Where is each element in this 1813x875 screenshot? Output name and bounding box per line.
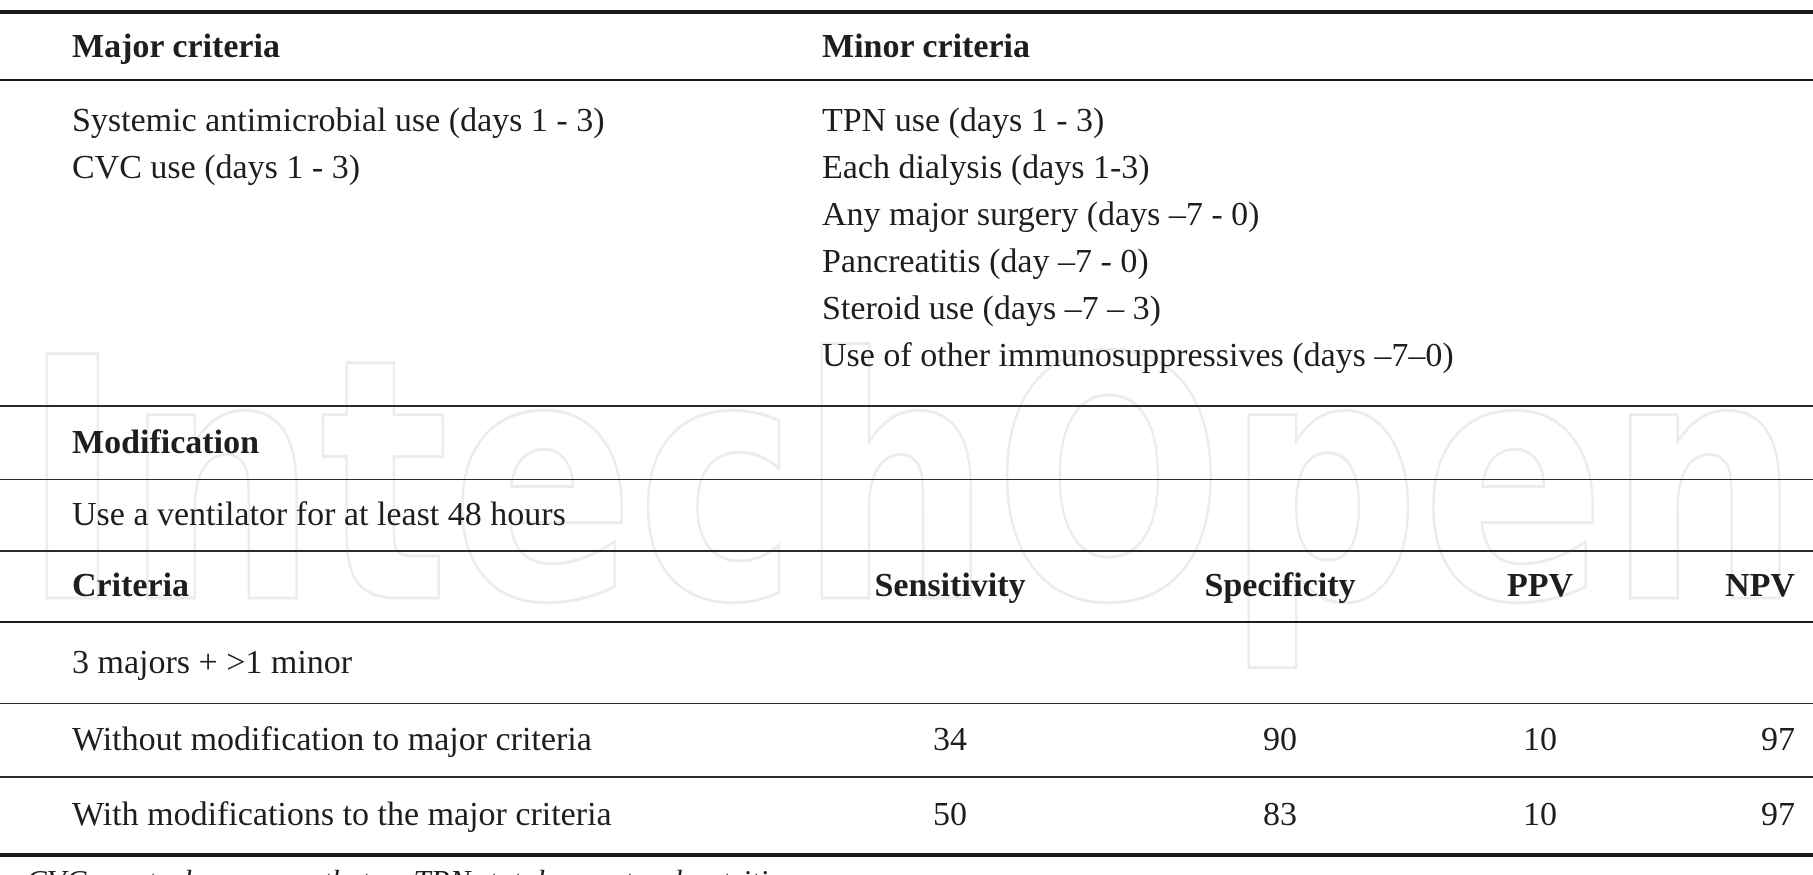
divider-row bbox=[0, 405, 1813, 407]
minor-criteria-item: TPN use (days 1 - 3) bbox=[822, 102, 1105, 139]
minor-criteria-item: Steroid use (days –7 – 3) bbox=[822, 290, 1162, 327]
minor-criteria-item: Each dialysis (days 1-3) bbox=[822, 149, 1150, 186]
cell-ppv: 10 bbox=[1523, 796, 1557, 833]
cell-sensitivity: 50 bbox=[933, 796, 967, 833]
criteria-table: Major criteria Minor criteria Systemic a… bbox=[0, 10, 1813, 875]
table-footnote: CVC: central venous catheter; TPN: total… bbox=[0, 863, 1813, 875]
major-criteria-item: CVC use (days 1 - 3) bbox=[72, 149, 361, 186]
divider-top bbox=[0, 10, 1813, 14]
modification-item: Use a ventilator for at least 48 hours bbox=[72, 496, 566, 533]
modification-header: Modification bbox=[72, 423, 259, 461]
results-header-sensitivity: Sensitivity bbox=[874, 567, 1026, 604]
cell-sensitivity: 34 bbox=[933, 721, 967, 758]
criteria-header-row: Major criteria Minor criteria bbox=[0, 14, 1813, 79]
divider-results-header bbox=[0, 620, 1813, 623]
minor-criteria-header: Minor criteria bbox=[822, 27, 1031, 65]
cell-criteria: Without modification to major criteria bbox=[72, 721, 592, 758]
cell-npv: 97 bbox=[1761, 796, 1795, 833]
minor-criteria-item: Use of other immunosuppressives (days –7… bbox=[822, 337, 1454, 374]
divider-row bbox=[0, 478, 1813, 480]
results-header-npv: NPV bbox=[1725, 567, 1795, 604]
results-header-ppv: PPV bbox=[1506, 567, 1574, 604]
major-criteria-list: Systemic antimicrobial use (days 1 - 3) … bbox=[0, 97, 822, 379]
cell-specificity: 90 bbox=[1263, 721, 1297, 758]
divider-header bbox=[0, 79, 1813, 81]
divider-bottom bbox=[0, 852, 1813, 857]
cell-npv: 97 bbox=[1761, 721, 1795, 758]
cell-criteria: With modifications to the major criteria bbox=[72, 796, 612, 833]
results-header-row: Criteria Sensitivity Specificity PPV NPV bbox=[0, 552, 1813, 621]
results-group-label: 3 majors + >1 minor bbox=[72, 643, 353, 681]
results-row: Without modification to major criteria 3… bbox=[0, 704, 1813, 776]
results-header-specificity: Specificity bbox=[1204, 567, 1356, 604]
criteria-body-row: Systemic antimicrobial use (days 1 - 3) … bbox=[0, 81, 1813, 405]
minor-criteria-item: Pancreatitis (day –7 - 0) bbox=[822, 243, 1149, 280]
results-header-criteria: Criteria bbox=[72, 567, 190, 604]
divider-row bbox=[0, 776, 1813, 778]
major-criteria-header: Major criteria bbox=[72, 27, 280, 65]
divider-row bbox=[0, 702, 1813, 704]
minor-criteria-item: Any major surgery (days –7 - 0) bbox=[822, 196, 1260, 233]
cell-specificity: 83 bbox=[1263, 796, 1297, 833]
results-row: With modifications to the major criteria… bbox=[0, 778, 1813, 853]
divider-row bbox=[0, 550, 1813, 552]
major-criteria-item: Systemic antimicrobial use (days 1 - 3) bbox=[72, 102, 605, 139]
minor-criteria-list: TPN use (days 1 - 3) Each dialysis (days… bbox=[822, 97, 1813, 379]
cell-ppv: 10 bbox=[1523, 721, 1557, 758]
